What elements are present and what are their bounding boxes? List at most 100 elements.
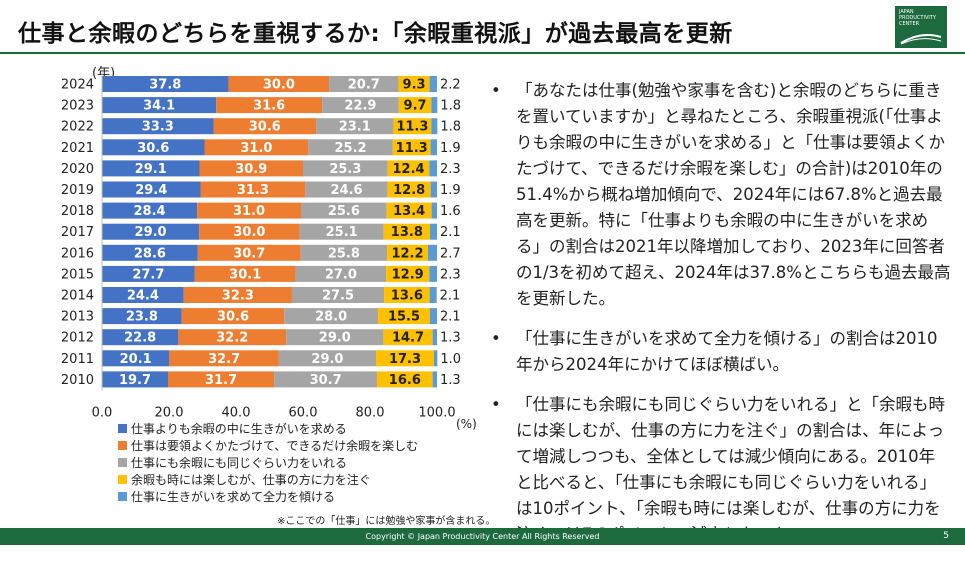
bar-segment	[392, 139, 431, 156]
data-label: 31.7	[205, 373, 237, 388]
x-tick-label: 100.0	[418, 406, 455, 421]
bar-segment	[429, 287, 437, 303]
legend-entry: 仕事よりも余暇の中に生きがいを求める	[118, 420, 418, 437]
bar-segment	[398, 97, 432, 114]
bar-segment	[427, 244, 437, 261]
category-label: 2013	[61, 310, 94, 325]
category-label: 2015	[61, 267, 94, 282]
data-label: 1.3	[440, 373, 461, 388]
bullet-dot-icon: •	[491, 329, 501, 348]
legend-label: 仕事に生きがいを求めて全力を傾ける	[131, 490, 336, 504]
bar-segment	[383, 329, 433, 346]
data-label: 22.9	[344, 99, 376, 114]
bar-segment	[284, 308, 379, 325]
category-label: 2010	[61, 373, 94, 388]
data-label: 16.6	[389, 373, 421, 388]
data-label: 28.6	[134, 246, 166, 261]
bar-segment	[308, 139, 393, 156]
bar-segment	[305, 181, 388, 198]
bar-segment	[102, 181, 201, 198]
legend-swatch	[118, 441, 127, 450]
bar-segment	[102, 160, 200, 177]
bar-segment	[197, 244, 301, 261]
category-label: 2017	[61, 225, 94, 240]
bar-segment	[303, 160, 388, 177]
bar-segment	[102, 223, 200, 240]
legend-entry: 仕事に生きがいを求めて全力を傾ける	[118, 488, 418, 505]
data-label: 11.3	[396, 120, 428, 135]
bar-segment	[102, 76, 229, 92]
category-label: 2024	[61, 78, 94, 93]
data-label: 28.0	[315, 310, 347, 325]
data-label: 29.0	[311, 352, 343, 367]
bar-segment	[183, 287, 292, 303]
data-label: 32.3	[222, 289, 254, 304]
bar-segment	[278, 350, 377, 367]
data-label: 1.9	[440, 183, 461, 198]
legend-swatch	[118, 458, 127, 467]
footer: Copyright © Japan Productivity Center Al…	[0, 528, 965, 545]
bar-segment	[329, 76, 399, 92]
bar-segment	[387, 181, 431, 198]
logo-text: JAPAN PRODUCTIVITY CENTER	[899, 9, 936, 27]
bar-segment	[431, 118, 438, 135]
bullet-text: 「仕事に生きがいを求めて全力を傾ける」の割合は2010年から2024年にかけてほ…	[516, 329, 938, 374]
legend-swatch	[118, 424, 127, 433]
stacked-bar-chart: 2024 37.8 30.0 20.7 9.3 2.2 2023 34.1 31.6 22.9 9.…	[61, 73, 461, 421]
chart-legend: 仕事よりも余暇の中に生きがいを求める 仕事は要領よくかたづけて、できるだけ余暇を楽…	[118, 420, 418, 505]
bullet-dot-icon: •	[491, 81, 501, 100]
data-label: 27.5	[322, 289, 354, 304]
bar-segment	[376, 350, 434, 367]
bar-segment	[429, 265, 437, 282]
data-label: 30.6	[249, 120, 281, 135]
data-label: 15.5	[388, 310, 420, 325]
bullet-text: 「あなたは仕事(勉強や家事を含む)と余暇のどちらに重きを置いていますか」と尋ねた…	[516, 81, 951, 308]
data-label: 9.7	[404, 99, 427, 114]
data-label: 25.6	[328, 204, 360, 219]
data-label: 30.7	[233, 246, 265, 261]
data-label: 30.6	[137, 141, 169, 156]
data-label: 29.0	[319, 331, 351, 346]
legend-swatch	[118, 492, 127, 501]
footnote: ※ここでの「仕事」には勉強や家事が含まれる。	[277, 516, 496, 527]
bar-segment	[200, 181, 306, 198]
data-label: 29.4	[135, 183, 167, 198]
bar-segment	[430, 181, 437, 198]
bar-segment	[316, 118, 394, 135]
legend-entry: 余暇も時には楽しむが、仕事の方に力を注ぐ	[118, 471, 418, 488]
bar-segment	[299, 223, 384, 240]
bar-segment	[322, 97, 399, 114]
data-label: 20.1	[120, 352, 152, 367]
bar-segment	[197, 202, 301, 219]
data-label: 9.3	[403, 78, 426, 93]
percent-unit-label: (%)	[456, 417, 477, 431]
bar-segment	[216, 97, 323, 114]
data-label: 25.1	[326, 225, 358, 240]
data-label: 30.0	[233, 225, 265, 240]
page-title: 仕事と余暇のどちらを重視するか:「余暇重視派」が過去最高を更新	[18, 21, 733, 47]
bar-segment	[295, 265, 387, 282]
bar-segment	[213, 118, 317, 135]
category-label: 2023	[61, 99, 94, 114]
category-label: 2020	[61, 162, 94, 177]
bar-segment	[386, 265, 430, 282]
bar-segment	[432, 371, 437, 388]
data-label: 2.3	[440, 267, 461, 282]
logo-swoosh-icon	[900, 34, 942, 45]
bar-segment	[300, 202, 387, 219]
data-label: 12.2	[391, 246, 423, 261]
data-label: 30.1	[229, 267, 261, 282]
data-label: 2.7	[440, 246, 461, 261]
category-label: 2022	[61, 120, 94, 135]
data-label: 37.8	[149, 78, 181, 93]
legend-label: 余暇も時には楽しむが、仕事の方に力を注ぐ	[131, 473, 371, 487]
x-tick-label: 40.0	[222, 406, 251, 421]
bullet-item: • 「あなたは仕事(勉強や家事を含む)と余暇のどちらに重きを置いていますか」と尋ね…	[491, 78, 951, 312]
bar-segment	[286, 329, 384, 346]
data-label: 24.4	[127, 289, 159, 304]
data-label: 1.0	[440, 352, 461, 367]
data-label: 28.4	[134, 204, 166, 219]
page-number: 5	[943, 531, 949, 541]
x-tick-label: 20.0	[155, 406, 184, 421]
bar-segment	[102, 287, 184, 303]
